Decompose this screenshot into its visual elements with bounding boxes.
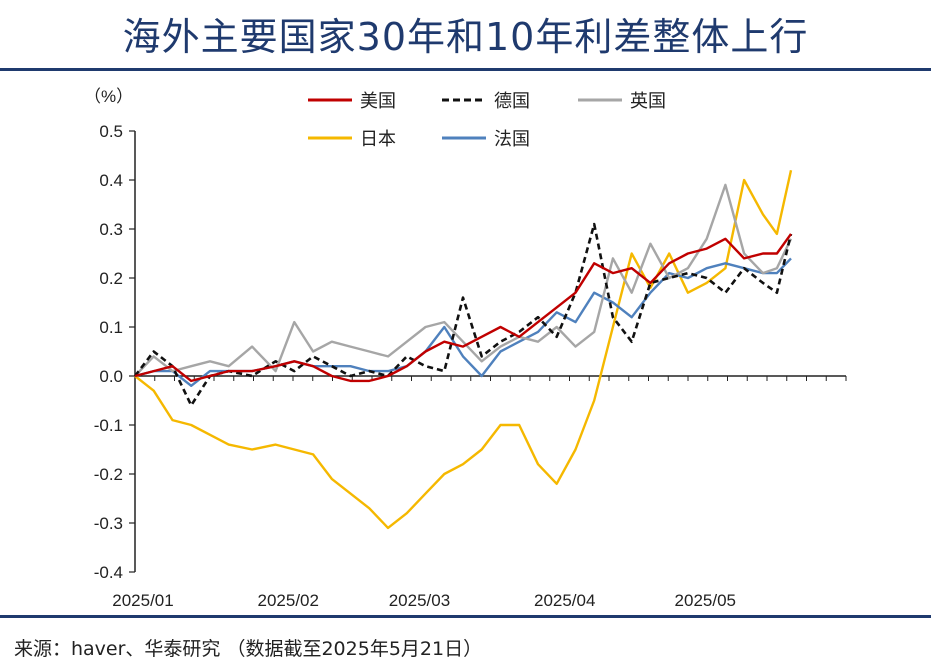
x-tick-label: 2025/03	[389, 591, 450, 610]
y-tick-label: -0.2	[94, 465, 123, 484]
source-note: 来源：haver、华泰研究 （数据截至2025年5月21日）	[14, 638, 483, 660]
y-tick-label: 0.2	[99, 269, 123, 288]
series-line-日本	[134, 169, 793, 530]
legend-label: 英国	[630, 91, 666, 112]
series-line-法国	[134, 257, 792, 387]
y-tick-label: -0.4	[94, 563, 123, 582]
legend-label: 法国	[494, 129, 530, 150]
y-unit-label: （%）	[84, 87, 133, 106]
x-tick-label: 2025/01	[112, 591, 173, 610]
x-tick-label: 2025/02	[258, 591, 319, 610]
legend-label: 日本	[360, 129, 396, 150]
legend-label: 德国	[494, 91, 530, 112]
y-tick-label: 0.0	[99, 367, 123, 386]
series-line-英国	[134, 183, 793, 377]
x-tick-label: 2025/05	[675, 591, 736, 610]
series-line-德国	[133, 222, 793, 407]
y-tick-label: 0.1	[99, 318, 123, 337]
line-chart: （%） 0.5 0.4 0.3 0.2 0.1 0.0 -0.1 -0.2 -0.3 -0.4 2…	[84, 87, 847, 610]
y-tick-label: -0.3	[94, 514, 123, 533]
x-axis: 2025/01 2025/02 2025/03 2025/04 2025/05	[112, 375, 847, 610]
chart-title: 海外主要国家30年和10年利差整体上行	[122, 15, 809, 59]
y-axis: 0.5 0.4 0.3 0.2 0.1 0.0 -0.1 -0.2 -0.3 -0.4	[94, 122, 136, 582]
y-tick-label: -0.1	[94, 416, 123, 435]
footer-divider	[0, 615, 931, 618]
series-lines	[133, 169, 793, 530]
title-divider	[0, 68, 931, 71]
x-tick-label: 2025/04	[534, 591, 595, 610]
y-tick-label: 0.3	[99, 220, 123, 239]
legend-label: 美国	[360, 91, 396, 112]
series-line-美国	[134, 233, 792, 383]
y-tick-label: 0.5	[99, 122, 123, 141]
y-tick-label: 0.4	[99, 171, 123, 190]
